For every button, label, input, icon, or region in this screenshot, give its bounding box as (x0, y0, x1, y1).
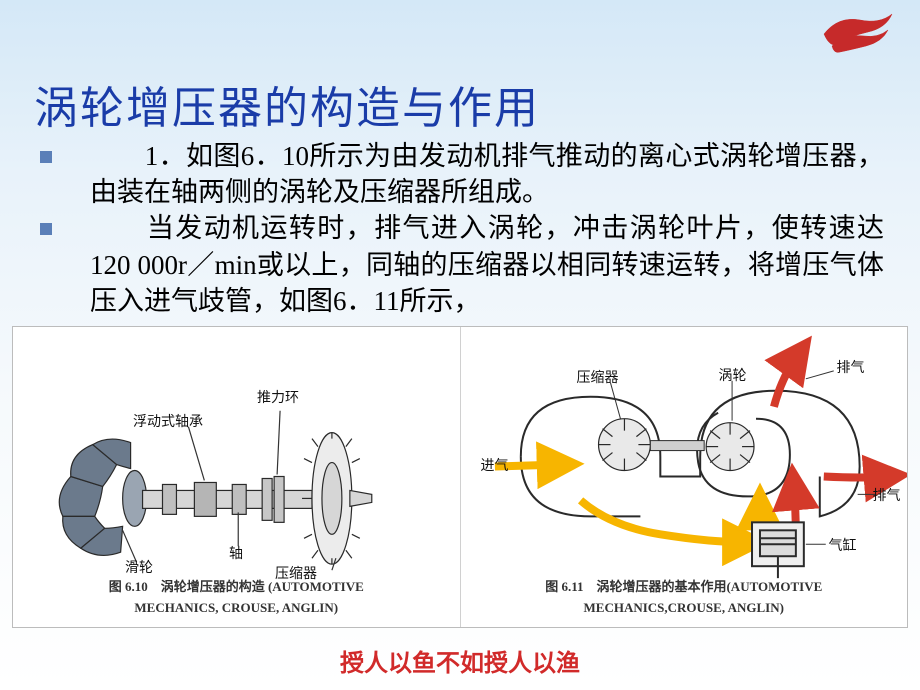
label-cylinder: 气缸 (829, 535, 857, 555)
label-turbine: 涡轮 (719, 365, 747, 385)
brand-logo (820, 6, 898, 54)
figure-6-11: 压缩器 涡轮 排气 进气 排气 气缸 图 6.11 涡轮增压器的基本作用(AUT… (461, 327, 908, 627)
label-pulley: 滑轮 (125, 557, 153, 577)
label-float-bearing: 浮动式轴承 (133, 411, 203, 431)
fig-6-10-caption: 图 6.10 涡轮增压器的构造 (AUTOMOTIVE MECHANICS, C… (13, 577, 460, 619)
label-intake: 进气 (481, 455, 509, 475)
bullet-icon (40, 223, 52, 235)
bullet-icon (40, 151, 52, 163)
slide-title: 涡轮增压器的构造与作用 (34, 72, 540, 136)
label-compressor-r: 压缩器 (577, 367, 619, 387)
label-shaft: 轴 (229, 543, 243, 563)
figure-area: 推力环 浮动式轴承 轴 滑轮 压缩器 图 6.10 涡轮增压器的构造 (AUTO… (12, 326, 908, 628)
body-text: 1．如图6．10所示为由发动机排气推动的离心式涡轮增压器，由装在轴两侧的涡轮及压… (34, 138, 884, 319)
footer-motto: 授人以鱼不如授人以渔 (0, 643, 920, 678)
label-thrust-ring: 推力环 (257, 387, 299, 407)
paragraph-2: 当发动机运转时，排气进入涡轮，冲击涡轮叶片，使转速达120 000r／min或以… (90, 210, 884, 319)
figure-6-10: 推力环 浮动式轴承 轴 滑轮 压缩器 图 6.10 涡轮增压器的构造 (AUTO… (13, 327, 461, 627)
fig-6-11-caption: 图 6.11 涡轮增压器的基本作用(AUTOMOTIVE MECHANICS,C… (461, 577, 908, 619)
label-exhaust-side: 排气 (873, 485, 901, 505)
paragraph-1: 1．如图6．10所示为由发动机排气推动的离心式涡轮增压器，由装在轴两侧的涡轮及压… (90, 138, 884, 210)
label-exhaust-top: 排气 (837, 357, 865, 377)
